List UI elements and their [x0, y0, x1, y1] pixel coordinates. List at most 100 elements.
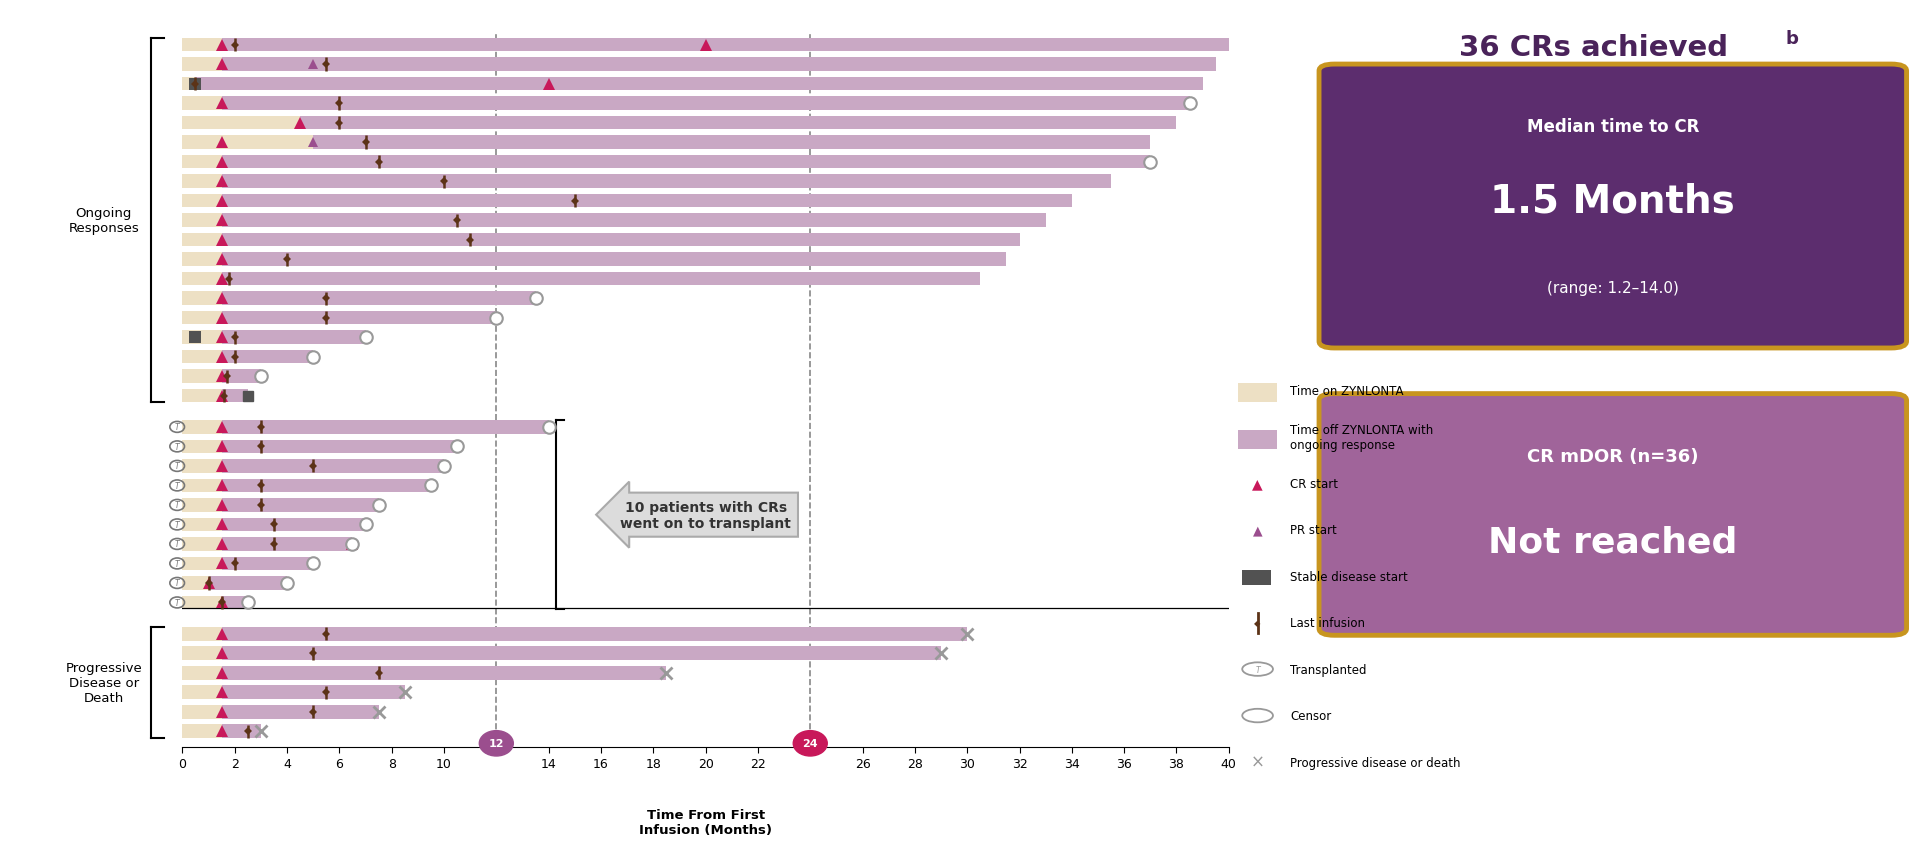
Bar — [182, 273, 221, 286]
Bar — [182, 253, 221, 267]
Bar — [221, 647, 941, 660]
Text: T: T — [175, 423, 179, 432]
Bar — [182, 538, 221, 551]
Text: ◆: ◆ — [1254, 619, 1261, 627]
Bar — [221, 479, 430, 493]
Bar — [182, 459, 221, 473]
Text: T: T — [175, 481, 179, 490]
Text: Time on ZYNLONTA: Time on ZYNLONTA — [1290, 384, 1404, 398]
Bar — [182, 518, 221, 532]
Bar — [221, 389, 248, 403]
Bar — [182, 420, 221, 434]
Text: T: T — [175, 500, 179, 510]
Bar — [209, 576, 286, 590]
Bar — [182, 705, 221, 719]
Bar — [221, 518, 365, 532]
Bar — [182, 666, 221, 679]
Bar — [221, 39, 1229, 52]
Text: Not reached: Not reached — [1488, 525, 1738, 560]
Bar — [221, 155, 1150, 169]
Bar — [182, 389, 221, 403]
Bar — [221, 175, 1112, 189]
Text: PR start: PR start — [1290, 523, 1336, 537]
Bar — [221, 292, 536, 306]
Bar — [221, 538, 353, 551]
Bar — [182, 627, 221, 641]
Bar — [182, 370, 221, 383]
Bar — [221, 311, 495, 325]
Bar — [182, 234, 221, 247]
Bar — [182, 194, 221, 208]
Bar — [221, 440, 457, 454]
Text: Time off ZYNLONTA with
ongoing response: Time off ZYNLONTA with ongoing response — [1290, 423, 1434, 452]
Bar — [221, 685, 405, 699]
Text: ▲: ▲ — [1252, 523, 1263, 537]
Bar — [182, 350, 221, 364]
Bar — [182, 136, 313, 149]
Bar — [182, 78, 196, 91]
Bar — [221, 97, 1190, 111]
Text: Progressive disease or death: Progressive disease or death — [1290, 755, 1461, 769]
Text: T: T — [175, 540, 179, 549]
Bar — [182, 39, 221, 52]
Text: ×: × — [1250, 753, 1265, 771]
Bar — [182, 311, 221, 325]
Text: 24: 24 — [803, 738, 818, 749]
Bar — [182, 214, 221, 228]
Bar — [182, 331, 221, 344]
Bar — [313, 136, 1150, 149]
Text: CR start: CR start — [1290, 477, 1338, 490]
Bar — [182, 479, 221, 493]
Bar — [182, 685, 221, 699]
Text: T: T — [175, 520, 179, 529]
Bar — [221, 420, 549, 434]
Bar — [221, 666, 666, 679]
Text: T: T — [175, 579, 179, 587]
Text: Transplanted: Transplanted — [1290, 663, 1367, 676]
Bar — [221, 214, 1046, 228]
Circle shape — [793, 731, 828, 756]
Text: Last infusion: Last infusion — [1290, 616, 1365, 630]
Bar — [182, 58, 221, 72]
Bar — [221, 627, 968, 641]
Bar — [221, 234, 1020, 247]
Bar — [300, 116, 1177, 130]
Bar — [182, 155, 221, 169]
Bar — [221, 724, 261, 738]
Bar — [221, 596, 248, 609]
Bar — [182, 647, 221, 660]
Text: (range: 1.2–14.0): (range: 1.2–14.0) — [1548, 280, 1678, 295]
Bar — [182, 175, 221, 189]
Bar — [221, 58, 1215, 72]
Text: T: T — [175, 442, 179, 452]
Text: b: b — [1786, 30, 1799, 47]
Bar — [182, 724, 221, 738]
Bar — [221, 705, 378, 719]
Text: Time From First
Infusion (Months): Time From First Infusion (Months) — [639, 808, 772, 836]
Bar — [182, 440, 221, 454]
Text: Progressive
Disease or
Death: Progressive Disease or Death — [65, 661, 142, 704]
Bar — [182, 557, 221, 571]
Bar — [221, 194, 1071, 208]
Text: 1.5 Months: 1.5 Months — [1490, 182, 1736, 220]
Bar — [221, 370, 261, 383]
Text: Stable disease start: Stable disease start — [1290, 570, 1407, 583]
Bar — [221, 557, 313, 571]
Bar — [221, 273, 981, 286]
Text: 36 CRs achieved: 36 CRs achieved — [1459, 34, 1728, 62]
Text: T: T — [1256, 665, 1260, 674]
Text: Censor: Censor — [1290, 709, 1331, 722]
Text: 12: 12 — [488, 738, 505, 749]
Text: ▲: ▲ — [1252, 477, 1263, 490]
Bar — [182, 596, 221, 609]
Text: T: T — [175, 462, 179, 471]
Bar — [221, 459, 444, 473]
Bar — [221, 499, 378, 512]
Bar — [221, 350, 313, 364]
Bar — [221, 253, 1006, 267]
Text: CR mDOR (n=36): CR mDOR (n=36) — [1526, 447, 1699, 465]
Bar — [221, 331, 365, 344]
Bar — [182, 576, 209, 590]
Bar — [182, 97, 221, 111]
Bar — [182, 292, 221, 306]
